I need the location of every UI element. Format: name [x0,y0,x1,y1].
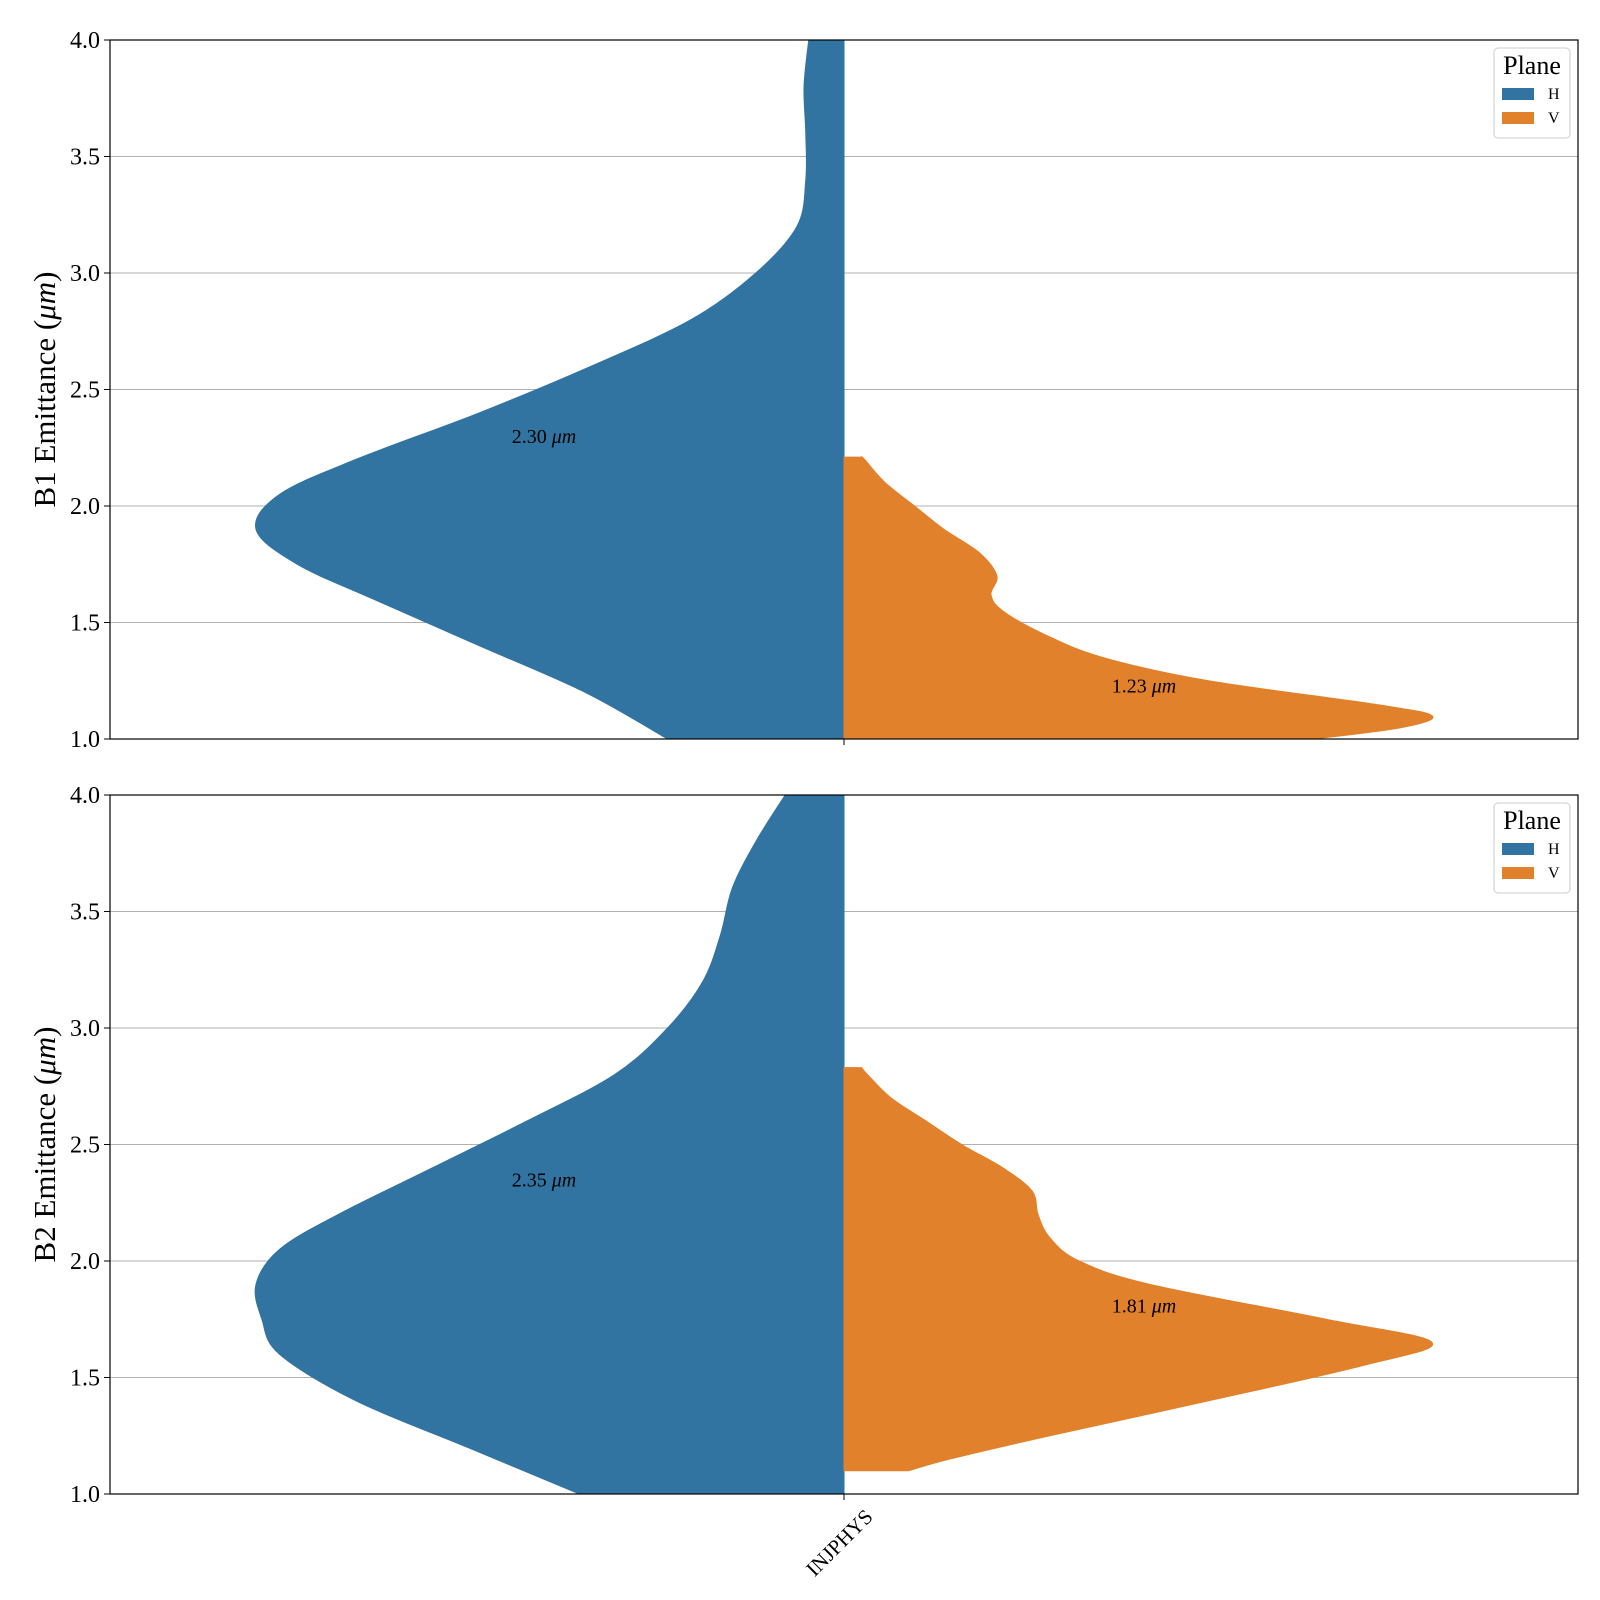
violin-H-1 [254,40,845,739]
legend: Plane HV [1493,802,1571,894]
annotation-value: 1.81 [1112,1295,1152,1317]
violin-V-2 [843,1067,1433,1472]
ytick-label-1.5: 1.5 [70,1366,100,1392]
legend-label-H: H [1548,841,1560,858]
ytick-label-2.0: 2.0 [70,1249,100,1275]
legend-swatch-H [1502,843,1534,855]
legend-swatch-V [1502,867,1534,879]
ytick-label-3.5: 3.5 [70,145,100,171]
legend-title: Plane [1503,806,1561,835]
annotation-V-2: 1.81 μm [1112,1295,1176,1317]
annotation-value: 2.30 [512,426,552,448]
ytick-label-1.0: 1.0 [70,727,100,753]
ytick-label-1.0: 1.0 [70,1482,100,1508]
annotation-V-1: 1.23 μm [1112,675,1176,697]
annotation-unit: μm [551,1169,576,1191]
annotation-H-1: 2.30 μm [512,426,576,448]
ytick-label-2.5: 2.5 [70,1133,100,1159]
y-axis-label: B1 Emittance (μm) [27,272,62,508]
ytick-label-1.5: 1.5 [70,611,100,637]
annotation-unit: μm [551,426,576,448]
ytick-label-4.0: 4.0 [70,783,100,809]
panel-1: 2.30 μm1.23 μm1.01.52.02.53.03.54.0B1 Em… [27,28,1579,753]
legend-label-V: V [1548,865,1560,882]
legend: Plane HV [1493,47,1571,139]
annotation-unit: μm [1151,1295,1176,1317]
ytick-label-2.0: 2.0 [70,494,100,520]
violin-H-2 [254,795,845,1494]
legend-label-H: H [1548,86,1560,103]
annotation-value: 1.23 [1112,675,1152,697]
legend-swatch-H [1502,88,1534,100]
ytick-label-3.0: 3.0 [70,261,100,287]
legend-swatch-V [1502,112,1534,124]
ytick-label-3.0: 3.0 [70,1016,100,1042]
ytick-label-4.0: 4.0 [70,28,100,54]
annotation-unit: μm [1151,675,1176,697]
ytick-label-2.5: 2.5 [70,378,100,404]
ytick-label-3.5: 3.5 [70,900,100,926]
panel-2: 2.35 μm1.81 μm1.01.52.02.53.03.54.0INJPH… [27,783,1579,1581]
y-axis-label: B2 Emittance (μm) [27,1027,62,1263]
xtick-label-INJPHYS: INJPHYS [801,1505,877,1581]
violin-V-1 [843,456,1434,739]
legend-title: Plane [1503,51,1561,80]
annotation-value: 2.35 [512,1169,552,1191]
legend-label-V: V [1548,110,1560,127]
violins [254,40,1434,739]
violins [254,795,1433,1494]
annotation-H-2: 2.35 μm [512,1169,576,1191]
